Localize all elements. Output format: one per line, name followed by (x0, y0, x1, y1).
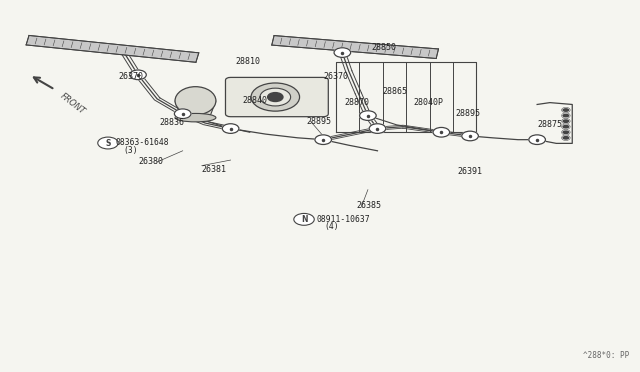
Circle shape (222, 124, 239, 134)
Text: 26370: 26370 (323, 72, 348, 81)
Polygon shape (272, 36, 438, 58)
Text: (3): (3) (124, 145, 138, 154)
Text: 08363-61648: 08363-61648 (116, 138, 169, 147)
Text: 26391: 26391 (458, 167, 483, 176)
Circle shape (268, 93, 283, 102)
Text: 28840: 28840 (242, 96, 267, 105)
Circle shape (294, 214, 314, 225)
Text: 26370: 26370 (119, 72, 144, 81)
Text: 28810: 28810 (236, 57, 260, 66)
Ellipse shape (175, 87, 216, 115)
Ellipse shape (175, 113, 216, 122)
Circle shape (130, 70, 147, 80)
Text: 28865: 28865 (383, 87, 408, 96)
FancyBboxPatch shape (225, 77, 328, 117)
Text: 26385: 26385 (356, 201, 381, 210)
Circle shape (98, 137, 118, 149)
Circle shape (462, 131, 478, 141)
Text: FRONT: FRONT (58, 92, 86, 116)
Polygon shape (175, 101, 216, 118)
Text: 28895: 28895 (456, 109, 481, 118)
Circle shape (369, 124, 386, 134)
Text: 28850: 28850 (371, 42, 396, 51)
Text: 26381: 26381 (202, 165, 227, 174)
Circle shape (562, 136, 570, 140)
Circle shape (315, 135, 332, 144)
Circle shape (260, 88, 291, 106)
Text: 28870: 28870 (345, 98, 370, 107)
Text: ^288*0: PP: ^288*0: PP (584, 351, 630, 360)
Text: S: S (106, 138, 111, 148)
Circle shape (251, 83, 300, 111)
Circle shape (360, 111, 376, 121)
Circle shape (562, 108, 570, 112)
Text: 08911-10637: 08911-10637 (317, 215, 371, 224)
Circle shape (562, 113, 570, 118)
Text: (4): (4) (324, 222, 339, 231)
Circle shape (562, 130, 570, 135)
Circle shape (174, 109, 191, 119)
Circle shape (334, 48, 351, 57)
Text: 28875: 28875 (537, 121, 562, 129)
Circle shape (529, 135, 545, 144)
Text: N: N (301, 215, 307, 224)
Text: 26380: 26380 (138, 157, 163, 166)
Text: 28895: 28895 (306, 117, 331, 126)
Polygon shape (26, 35, 199, 62)
Circle shape (562, 119, 570, 124)
Circle shape (562, 125, 570, 129)
Text: 28040P: 28040P (414, 98, 444, 107)
Circle shape (433, 128, 450, 137)
Text: 28836: 28836 (159, 119, 184, 128)
